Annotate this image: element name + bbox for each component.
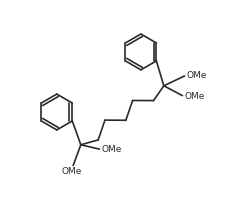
Text: OMe: OMe (186, 71, 207, 80)
Text: OMe: OMe (184, 92, 204, 101)
Text: OMe: OMe (61, 167, 82, 176)
Text: OMe: OMe (101, 145, 122, 154)
